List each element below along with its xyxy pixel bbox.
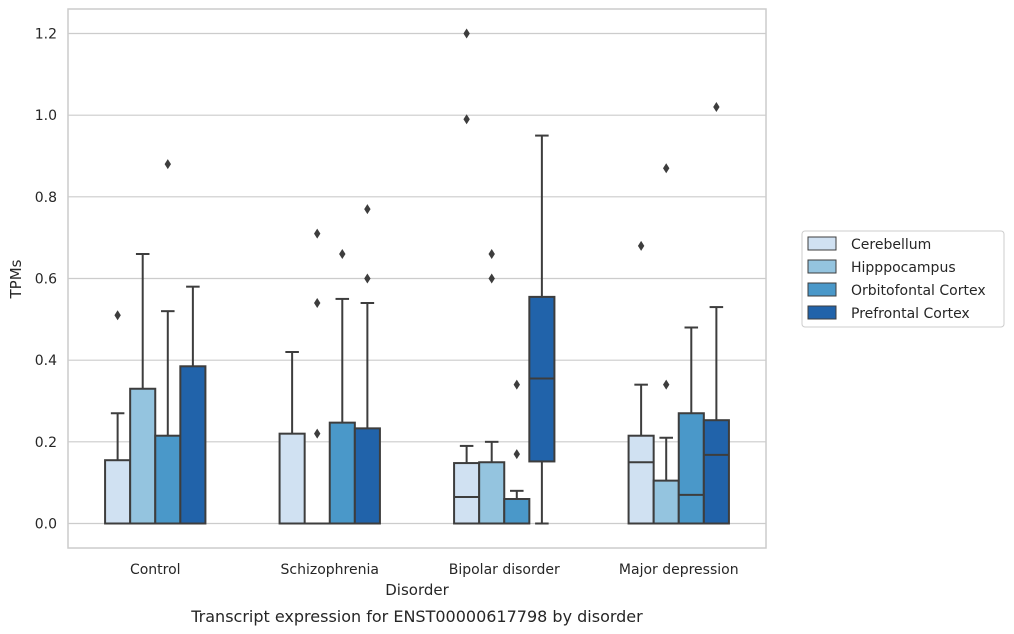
box-0-1: [278, 351, 306, 525]
box-3-0: [179, 285, 207, 525]
outlier-marker: [164, 159, 171, 170]
outlier-marker: [663, 379, 670, 390]
y-tick-label: 1.2: [35, 27, 57, 43]
outlier-marker: [114, 310, 121, 321]
box-2-3: [677, 326, 705, 525]
box-3-2: [528, 134, 556, 525]
box-body: [278, 432, 306, 525]
legend-swatch: [807, 236, 837, 251]
box-body: [453, 462, 481, 525]
box-body: [179, 365, 207, 525]
box-2-1: [328, 249, 356, 525]
outlier-marker: [713, 102, 720, 112]
box-body: [353, 427, 381, 525]
outlier-marker: [513, 449, 520, 460]
x-tick-label: Major depression: [619, 562, 739, 578]
outlier-marker: [663, 163, 670, 174]
box-3-3: [702, 102, 730, 525]
y-axis-label: TPMs: [7, 259, 25, 299]
legend-label: Cerebellum: [851, 237, 931, 253]
y-tick-label: 1.0: [35, 108, 57, 124]
legend-frame: [801, 230, 1005, 328]
box-body: [652, 479, 680, 525]
x-axis-ticks: Control Schizophrenia Bipolar disorder Majo…: [130, 562, 739, 578]
legend-swatch: [807, 282, 837, 297]
y-tick-label: 0.6: [35, 272, 57, 288]
y-tick-label: 0.4: [35, 353, 57, 369]
box-body: [328, 421, 356, 525]
box-3-1: [353, 204, 381, 525]
y-tick-label: 0.0: [35, 517, 57, 533]
outlier-marker: [314, 228, 321, 239]
legend-swatch: [807, 305, 837, 320]
box-2-0: [154, 159, 182, 525]
box-1-2: [478, 249, 506, 525]
outlier-marker: [364, 273, 371, 284]
box-1-0: [129, 253, 157, 525]
x-tick-label: Control: [130, 562, 181, 578]
y-tick-label: 0.8: [35, 190, 57, 206]
box-0-3: [627, 240, 655, 525]
outlier-marker: [488, 273, 495, 284]
legend: Cerebellum Hipppocampus Orbitofontal Corte…: [801, 230, 1005, 328]
box-body: [104, 459, 132, 525]
box-body: [478, 461, 506, 525]
outlier-marker: [463, 28, 470, 39]
plot-area-frame: [67, 8, 767, 549]
box-body: [503, 498, 531, 525]
outlier-marker: [488, 249, 495, 259]
x-tick-label: Schizophrenia: [281, 562, 379, 578]
box-1-1: [303, 228, 331, 525]
outlier-marker: [339, 249, 346, 259]
box-2-2: [503, 379, 531, 525]
outlier-marker: [637, 240, 645, 251]
x-axis-label: Disorder: [385, 581, 449, 599]
outlier-marker: [463, 114, 470, 125]
box-body: [677, 412, 705, 525]
box-0-2: [453, 28, 481, 525]
box-body: [154, 434, 182, 525]
x-tick-label: Bipolar disorder: [449, 562, 560, 578]
legend-label: Prefrontal Cortex: [851, 306, 970, 322]
chart-caption: Transcript expression for ENST0000061779…: [190, 607, 643, 626]
legend-label: Hipppocampus: [851, 260, 956, 276]
outlier-marker: [513, 379, 520, 390]
outlier-marker: [314, 428, 321, 439]
y-tick-label: 0.2: [35, 435, 57, 451]
box-body: [627, 434, 655, 525]
boxes-layer: [104, 28, 730, 525]
box-body: [129, 387, 157, 525]
box-0-0: [104, 310, 132, 525]
y-axis-ticks: 0.0 0.2 0.4 0.6 0.8 1.0 1.2: [35, 27, 57, 533]
outlier-marker: [314, 298, 321, 308]
box-body: [702, 419, 730, 525]
outlier-marker: [364, 204, 371, 215]
legend-label: Orbitofontal Cortex: [851, 283, 986, 299]
legend-swatch: [807, 259, 837, 274]
